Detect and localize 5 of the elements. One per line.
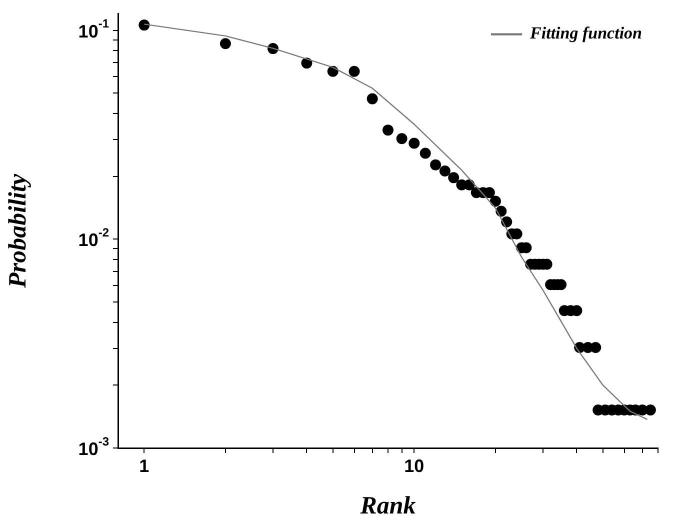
legend-label: Fitting function [529, 24, 642, 43]
y-axis-title: Probability [4, 173, 32, 289]
x-axis-title: Rank [359, 492, 416, 520]
x-tick-label: 10 [404, 456, 424, 476]
x-tick-label: 1 [139, 456, 150, 476]
